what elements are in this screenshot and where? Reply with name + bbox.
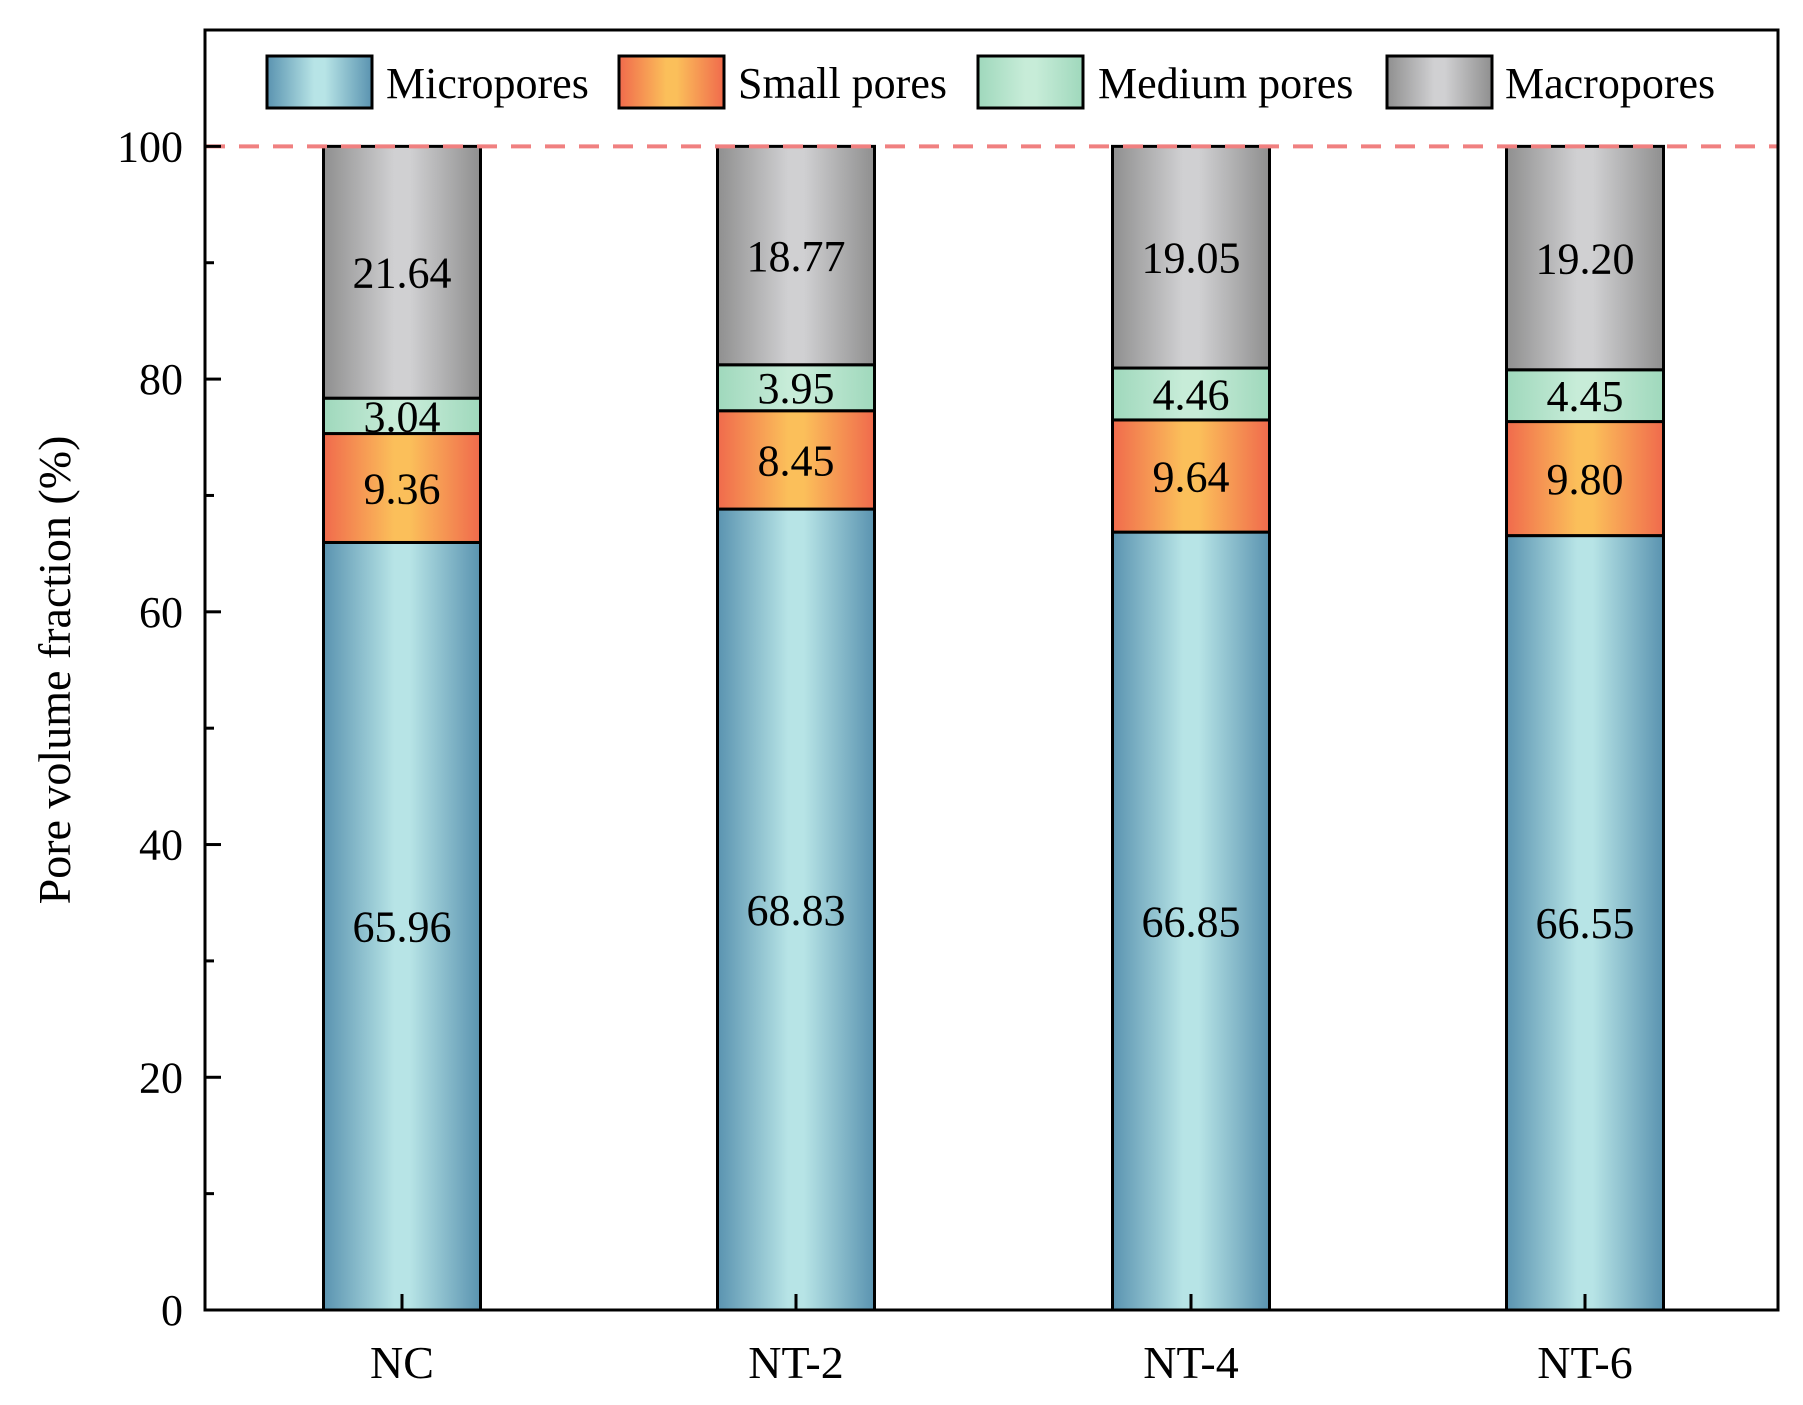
legend-label-micropores: Micropores <box>386 59 589 108</box>
data-label-small-pores-nt-6: 9.80 <box>1547 455 1624 504</box>
legend-label-macropores: Macropores <box>1505 59 1715 108</box>
x-tick-label-nt-2: NT-2 <box>748 1337 843 1388</box>
bar-medium-pores-nt-6 <box>1505 368 1665 424</box>
legend-item-medium-pores: Medium pores <box>976 54 1353 110</box>
legend-swatch-micropores <box>265 54 374 110</box>
legend-item-macropores: Macropores <box>1385 54 1715 110</box>
y-tick-label-100: 100 <box>117 122 183 171</box>
bar-small-pores-nt-2 <box>716 409 876 511</box>
legend-swatch-macropores <box>1385 54 1494 110</box>
data-label-micropores-nc: 65.96 <box>353 903 452 952</box>
x-tick-label-nc: NC <box>370 1337 434 1388</box>
legend-label-small-pores: Small pores <box>738 59 947 108</box>
legend-swatch-small-pores <box>617 54 726 110</box>
data-label-small-pores-nc: 9.36 <box>364 464 441 513</box>
legend-item-micropores: Micropores <box>265 54 589 110</box>
bar-medium-pores-nt-2 <box>716 363 876 413</box>
y-tick-label-40: 40 <box>139 821 183 870</box>
bar-micropores-nc <box>322 540 482 1312</box>
x-tick-label-nt-6: NT-6 <box>1537 1337 1632 1388</box>
legend-item-small-pores: Small pores <box>617 54 947 110</box>
bar-macropores-nt-2 <box>716 144 876 367</box>
data-label-small-pores-nt-2: 8.45 <box>758 436 835 485</box>
y-axis-label: Pore volume fraction (%) <box>29 436 80 905</box>
bar-micropores-nt-4 <box>1111 530 1271 1312</box>
data-label-micropores-nt-2: 68.83 <box>747 886 846 935</box>
x-tick-label-nt-4: NT-4 <box>1143 1337 1238 1388</box>
legend-swatch-medium-pores <box>976 54 1085 110</box>
bar-medium-pores-nt-4 <box>1111 366 1271 422</box>
data-label-macropores-nc: 21.64 <box>353 249 452 298</box>
legend-label-medium-pores: Medium pores <box>1098 59 1353 108</box>
data-label-small-pores-nt-4: 9.64 <box>1153 452 1230 501</box>
data-label-medium-pores-nt-6: 4.45 <box>1547 372 1624 421</box>
data-label-medium-pores-nt-2: 3.95 <box>758 364 835 413</box>
data-label-medium-pores-nt-4: 4.46 <box>1153 370 1230 419</box>
y-tick-label-80: 80 <box>139 355 183 404</box>
y-tick-label-20: 20 <box>139 1053 183 1102</box>
bar-micropores-nt-6 <box>1505 534 1665 1312</box>
data-label-macropores-nt-4: 19.05 <box>1142 234 1241 283</box>
data-label-micropores-nt-6: 66.55 <box>1536 899 1635 948</box>
y-tick-label-60: 60 <box>139 588 183 637</box>
data-label-medium-pores-nc: 3.04 <box>364 392 441 441</box>
plot-frame <box>203 28 1780 1312</box>
y-tick-label-0: 0 <box>161 1286 183 1335</box>
bar-macropores-nt-6 <box>1505 144 1665 372</box>
bar-macropores-nc <box>322 144 482 400</box>
data-label-micropores-nt-4: 66.85 <box>1142 897 1241 946</box>
data-label-macropores-nt-2: 18.77 <box>747 232 846 281</box>
data-label-macropores-nt-6: 19.20 <box>1536 234 1635 283</box>
bar-medium-pores-nc <box>322 396 482 436</box>
bar-macropores-nt-4 <box>1111 144 1271 370</box>
